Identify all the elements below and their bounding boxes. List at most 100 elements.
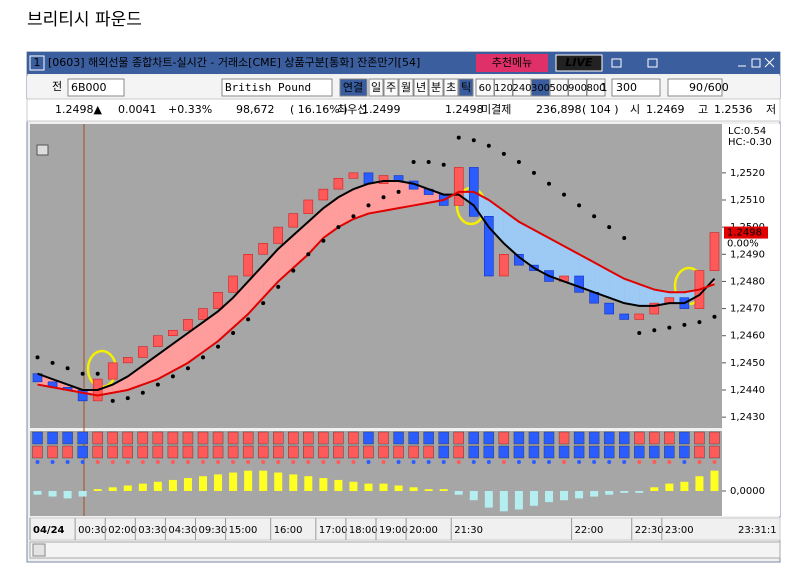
period-button[interactable] xyxy=(398,78,414,97)
sar-dot xyxy=(291,268,296,273)
live-button[interactable] xyxy=(555,54,603,72)
candle xyxy=(453,167,464,206)
period-button[interactable] xyxy=(458,78,474,97)
x-tick-label: 02:00 xyxy=(108,525,137,536)
shown-box[interactable] xyxy=(667,78,723,97)
scroll-left[interactable] xyxy=(32,543,46,557)
signal-bar xyxy=(318,445,329,459)
x-tick-label: 18:00 xyxy=(349,525,378,536)
oscillator-bar xyxy=(514,491,523,510)
link-label: 연결 xyxy=(343,81,363,94)
signal-bar xyxy=(453,431,464,445)
signal-bar xyxy=(634,445,645,459)
period-button[interactable] xyxy=(428,78,444,97)
signal-dot xyxy=(426,460,431,464)
signal-bar xyxy=(318,431,329,445)
signal-bar xyxy=(242,445,254,459)
signal-dot xyxy=(366,460,371,464)
ma-band xyxy=(278,235,294,282)
oscillator-bar xyxy=(138,483,147,491)
sar-dot xyxy=(276,284,281,289)
indicator-area xyxy=(30,431,722,516)
sar-dot xyxy=(622,236,627,240)
signal-bar xyxy=(649,431,660,445)
period-button[interactable] xyxy=(368,78,384,97)
signal-bar xyxy=(62,431,73,445)
scrollbar[interactable] xyxy=(29,541,781,559)
candle xyxy=(303,199,314,214)
oscillator-bar xyxy=(229,472,238,491)
all-button: 전 xyxy=(52,80,62,93)
x-tick-label: 00:30 xyxy=(78,525,107,536)
sar-dot xyxy=(577,203,582,208)
signal-bar xyxy=(257,445,269,459)
candle xyxy=(213,291,223,309)
menu-button[interactable] xyxy=(476,54,548,72)
ma-band xyxy=(533,229,549,276)
oscillator-bar xyxy=(274,472,283,491)
period-button[interactable] xyxy=(383,78,399,97)
oscillator-bar xyxy=(499,491,508,512)
signal-bar xyxy=(468,445,479,459)
ma-band xyxy=(233,281,249,328)
signal-bar xyxy=(212,445,224,459)
oscillator-bar xyxy=(484,491,493,508)
oscillator-bar xyxy=(529,491,538,506)
window-number: 1 xyxy=(34,56,41,69)
signal-bar xyxy=(122,431,133,445)
period-label: 년 xyxy=(416,81,426,94)
ticks: 300 xyxy=(616,81,637,94)
signal-dot xyxy=(201,460,205,464)
candle xyxy=(574,275,584,293)
ma-band xyxy=(609,270,625,304)
signal-bar xyxy=(182,431,194,445)
signal-bar xyxy=(664,431,675,445)
period-label: 주 xyxy=(386,81,396,94)
candle xyxy=(333,177,344,190)
oscillator-bar xyxy=(454,491,463,495)
candle xyxy=(348,172,359,179)
quote-open-label: 시 xyxy=(630,103,640,116)
link-button[interactable] xyxy=(339,78,368,97)
code-box[interactable] xyxy=(67,78,125,97)
candle xyxy=(634,313,645,320)
quote-rate: +0.33% xyxy=(168,103,212,116)
price-axis xyxy=(722,124,780,516)
window-controls[interactable] xyxy=(611,57,775,68)
quote-best-ask: 1.2499 xyxy=(362,103,401,116)
oscillator-bar xyxy=(259,470,268,491)
count: 1 xyxy=(601,81,608,94)
hc-label: HC:-0.30 xyxy=(728,137,772,148)
quote-best-bid: 1.2498 xyxy=(445,103,484,116)
period-button[interactable] xyxy=(413,78,429,97)
name-box[interactable] xyxy=(221,78,333,97)
signal-dot xyxy=(140,460,145,464)
oscillator-bar xyxy=(439,489,448,491)
signal-bar xyxy=(423,445,434,459)
chart-settings-icon[interactable] xyxy=(36,144,49,156)
signal-bar xyxy=(242,431,254,445)
signal-bar xyxy=(709,445,720,459)
ma-band xyxy=(368,181,384,214)
signal-bar xyxy=(709,431,720,445)
quote-open: 1.2469 xyxy=(646,103,685,116)
interval-button[interactable] xyxy=(586,78,606,97)
window-title: [0603] 해외선물 종합차트-실시간 - 거래소[CME] 상품구분[통화]… xyxy=(48,55,420,69)
signal-bar xyxy=(62,445,73,459)
signal-bar xyxy=(273,431,284,445)
sar-dot xyxy=(531,170,536,175)
interval-label: 800 xyxy=(586,83,605,94)
sar-dot xyxy=(185,366,190,371)
signal-bar xyxy=(363,445,374,459)
signal-bar xyxy=(483,431,495,445)
period-button[interactable] xyxy=(443,78,459,97)
signal-dot xyxy=(471,460,476,464)
ticks-box[interactable] xyxy=(611,78,661,97)
signal-dot xyxy=(35,460,40,464)
x-tick-label: 23:00 xyxy=(665,525,694,536)
interval-label: 240 xyxy=(512,83,531,94)
candle xyxy=(378,175,389,185)
sar-dot xyxy=(456,135,461,140)
signal-bar xyxy=(303,445,314,459)
signal-bar xyxy=(167,431,179,445)
